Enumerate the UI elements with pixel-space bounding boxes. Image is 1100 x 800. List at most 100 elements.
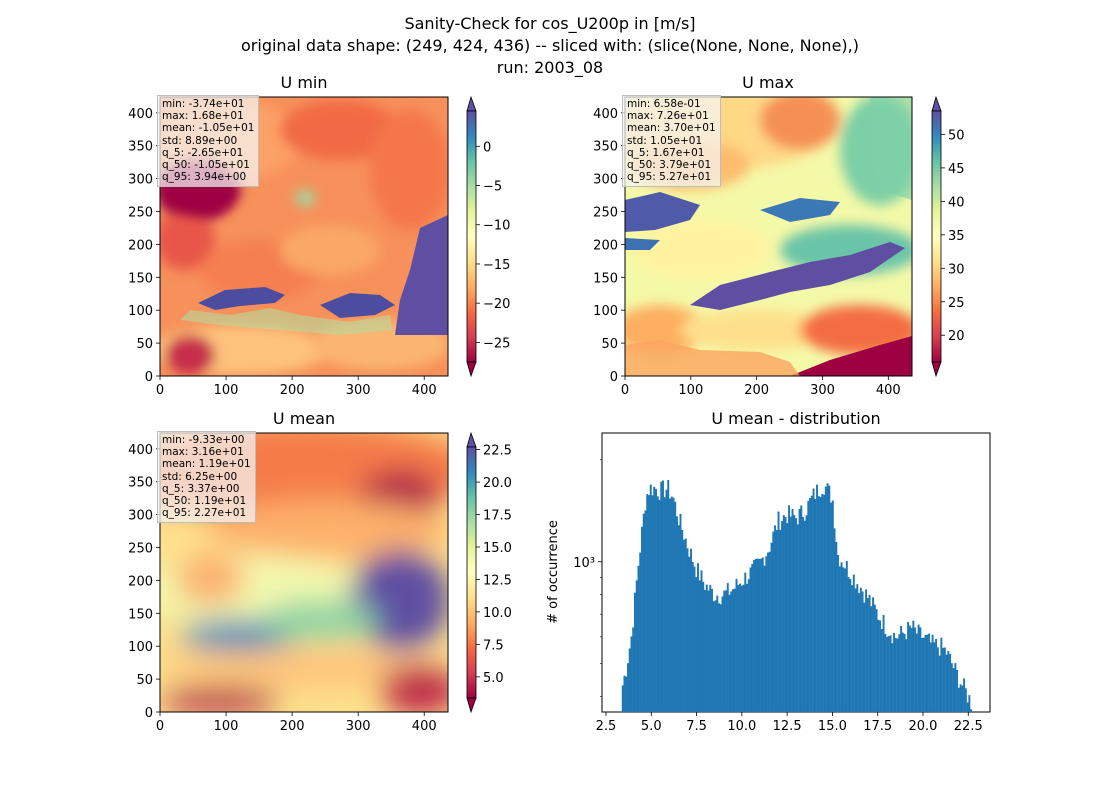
histogram-bar [917, 624, 920, 712]
histogram-bar [749, 567, 752, 712]
histogram-bar [667, 479, 670, 712]
histogram-bar [700, 570, 703, 712]
histogram-bar [961, 685, 964, 712]
x-tick-label: 7.5 [686, 719, 707, 734]
y-tick-label: 0 [145, 706, 153, 721]
u-min-axes-frame [159, 96, 449, 377]
histogram-bar [921, 637, 924, 712]
histogram-bar [840, 562, 843, 712]
histogram-bar [908, 625, 911, 712]
histogram-bar [852, 574, 855, 712]
histogram-title: U mean - distribution [711, 409, 880, 428]
histogram-bar [758, 559, 761, 712]
histogram-bar [649, 484, 652, 712]
histogram-ylabel: # of occurrence [546, 520, 561, 624]
histogram-bar [894, 638, 897, 712]
histogram-bar [768, 551, 771, 712]
histogram-bar [942, 647, 945, 712]
histogram-bar [782, 515, 785, 712]
histogram-bar [774, 525, 777, 712]
histogram-bar [795, 518, 798, 712]
histogram-bar [837, 554, 840, 712]
histogram-bar [646, 494, 649, 712]
y-tick-label: 0 [145, 370, 153, 385]
y-tick-label: 400 [128, 443, 153, 458]
histogram-bar [859, 587, 862, 712]
histogram-bar [931, 634, 934, 712]
histogram-bar [910, 627, 913, 712]
x-tick-label: 100 [678, 383, 703, 398]
histogram-bar [702, 581, 705, 712]
histogram-bar [875, 609, 878, 712]
histogram-bar [805, 515, 808, 712]
histogram-bar [877, 619, 880, 712]
stat-max: max: 7.26e+01 [627, 110, 709, 123]
u-max-title: U max [742, 73, 794, 92]
histogram-bar [796, 524, 799, 712]
histogram-bar [940, 637, 943, 712]
histogram-bar [660, 481, 663, 712]
histogram-bar [847, 577, 850, 712]
histogram-bar [676, 516, 678, 712]
histogram-bar [651, 495, 654, 712]
y-tick-label: 400 [128, 107, 153, 122]
histogram-bar [810, 495, 813, 712]
u-min-stats-box: min: -3.74e+01 max: 1.68e+01 mean: -1.05… [157, 95, 260, 188]
histogram-bar [718, 603, 720, 712]
histogram-bar [761, 557, 764, 712]
histogram-bar [945, 654, 948, 712]
y-tick-label: 100 [128, 304, 153, 319]
histogram-bar [623, 675, 626, 712]
y-tick-label: 250 [128, 205, 153, 220]
histogram-bar [653, 486, 656, 712]
histogram-bar [688, 556, 691, 712]
histogram-bar [730, 591, 733, 712]
y-tick-label: 150 [593, 271, 618, 286]
histogram-bar [705, 584, 708, 712]
stat-q5: q_5: 3.37e+00 [162, 482, 240, 495]
x-tick-label: 5.0 [641, 719, 662, 734]
x-tick-label: 100 [214, 719, 239, 734]
colorbar-body [931, 110, 942, 363]
histogram-bar [788, 505, 791, 712]
x-tick-label: 200 [744, 383, 769, 398]
histogram-bar [935, 638, 938, 712]
histogram-bar [887, 636, 890, 712]
histogram-bar [770, 542, 773, 712]
y-tick-label: 150 [128, 271, 153, 286]
x-tick-label: 300 [810, 383, 835, 398]
x-tick-label: 300 [346, 719, 371, 734]
u-min-title: U min [281, 73, 328, 92]
histogram-bar [698, 580, 701, 712]
histogram-bar [635, 580, 638, 712]
histogram-bar [642, 513, 645, 712]
histogram-bar [893, 632, 896, 712]
y-tick-label: 350 [128, 476, 153, 491]
stat-q50: q_50: 1.19e+01 [162, 495, 247, 508]
histogram-bar [865, 589, 868, 712]
y-tick-label: 50 [601, 337, 618, 352]
colorbar-tick-label: 10.0 [483, 606, 512, 621]
x-tick-label: 10.0 [727, 719, 756, 734]
x-tick-label: 200 [280, 383, 305, 398]
colorbar-tick-label: 40 [948, 195, 965, 210]
colorbar-extend-max [466, 431, 477, 448]
histogram-bars [621, 479, 973, 712]
histogram-bar [966, 702, 969, 712]
histogram-bar [842, 567, 845, 712]
x-tick-label: 0 [621, 383, 629, 398]
colorbar-extend-max [931, 95, 942, 112]
histogram-bar [817, 496, 820, 712]
colorbar-tick-label: −10 [483, 219, 510, 234]
colorbar-extend-max [466, 95, 477, 112]
colorbar-tick-label: 17.5 [483, 509, 512, 524]
histogram-bar [880, 629, 883, 712]
histogram-bar [639, 552, 642, 712]
histogram-bar [751, 563, 754, 712]
histogram-bar [912, 620, 915, 712]
figure-title-line-3: run: 2003_08 [496, 58, 604, 77]
y-tick-label: 50 [136, 337, 153, 352]
colorbar-extend-min [466, 697, 477, 714]
histogram-bar [950, 663, 953, 712]
